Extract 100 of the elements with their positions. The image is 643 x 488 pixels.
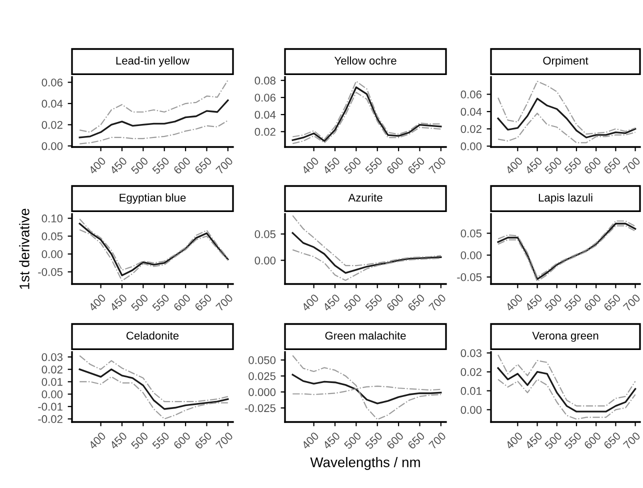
x-tick-label: 400 <box>504 294 524 312</box>
x-tick-label: 600 <box>584 294 602 312</box>
y-tick-label: 0.03 <box>42 353 62 362</box>
y-tick-label: 0.04 <box>42 100 63 108</box>
y-tick-label: -0.02 <box>38 415 62 424</box>
x-tick-label: 600 <box>386 156 404 175</box>
x-tick-label: 550 <box>364 156 383 175</box>
y-tick-label: 0.02 <box>460 125 482 133</box>
chart-title: Lapis lazuli <box>538 193 592 204</box>
y-tick-label: 0.08 <box>254 76 276 85</box>
x-tick-label: 600 <box>173 432 192 450</box>
x-tick-label: 500 <box>544 156 562 175</box>
x-tick-label: 600 <box>584 156 602 175</box>
x-tick-label: 700 <box>215 294 234 312</box>
x-tick-label: 400 <box>301 294 320 312</box>
x-tick-label: 450 <box>524 156 543 175</box>
x-tick-label: 500 <box>344 294 362 312</box>
y-tick-label: 0.01 <box>460 387 482 395</box>
chart-title: Egyptian blue <box>120 193 186 204</box>
y-tick-label: 0.02 <box>254 128 276 136</box>
y-tick-label: 0.04 <box>460 108 482 116</box>
y-tick-label: 0.01 <box>42 378 62 386</box>
x-tick-label: 650 <box>194 156 212 175</box>
x-tick-label: 500 <box>344 432 362 450</box>
y-tick-label: 0.05 <box>42 232 63 240</box>
x-tick-label: 650 <box>603 432 622 450</box>
chart-title: Green malachite <box>325 331 406 340</box>
x-tick-label: 700 <box>428 294 446 312</box>
y-tick-label: 0.10 <box>42 214 63 222</box>
y-axis-title: 1st derivative <box>19 208 30 289</box>
x-tick-label: 700 <box>215 432 234 450</box>
x-tick-label: 400 <box>301 156 320 175</box>
y-tick-label: 0.025 <box>248 372 276 380</box>
x-tick-label: 650 <box>407 156 426 175</box>
x-tick-label: 550 <box>364 294 383 312</box>
x-tick-label: 650 <box>194 294 212 312</box>
x-tick-label: 550 <box>152 432 170 450</box>
y-tick-label: -0.05 <box>38 268 63 276</box>
y-tick-label: 0.00 <box>460 251 482 260</box>
x-tick-label: 650 <box>407 294 426 312</box>
y-tick-label: -0.025 <box>244 404 276 412</box>
x-tick-label: 600 <box>173 156 192 175</box>
y-tick-label: 0.00 <box>42 250 63 258</box>
y-tick-label: 0.000 <box>248 388 276 396</box>
x-tick-label: 700 <box>622 432 641 450</box>
x-tick-label: 550 <box>364 432 383 450</box>
x-tick-label: 650 <box>407 432 426 450</box>
x-tick-label: 650 <box>603 156 622 175</box>
chart-title: Yellow ochre <box>334 56 396 65</box>
x-tick-label: 400 <box>88 294 106 312</box>
x-tick-label: 450 <box>322 156 340 175</box>
x-tick-label: 400 <box>504 432 524 450</box>
x-tick-label: 600 <box>386 294 404 312</box>
y-tick-label: 0.05 <box>254 230 276 238</box>
y-tick-label: 0.00 <box>460 406 482 414</box>
x-tick-label: 550 <box>152 294 170 312</box>
x-tick-label: 500 <box>130 294 149 312</box>
x-tick-label: 550 <box>564 294 582 312</box>
x-tick-label: 400 <box>88 432 106 450</box>
chart-title: Verona green <box>532 332 598 342</box>
y-tick-label: 0.02 <box>42 366 62 374</box>
x-tick-label: 550 <box>564 432 582 450</box>
chart-title: Orpiment <box>543 56 588 67</box>
x-tick-label: 450 <box>109 294 128 312</box>
x-tick-label: 600 <box>386 432 404 450</box>
y-tick-label: 0.06 <box>42 78 62 86</box>
x-tick-label: 400 <box>88 156 106 175</box>
y-tick-label: 0.06 <box>254 94 276 102</box>
x-tick-label: 500 <box>130 156 149 175</box>
x-tick-label: 550 <box>564 156 582 175</box>
y-tick-label: 0.04 <box>254 110 276 119</box>
x-tick-label: 700 <box>215 156 234 175</box>
chart-title: Azurite <box>348 193 382 202</box>
y-tick-label: 0.02 <box>460 368 482 376</box>
y-tick-label: -0.01 <box>38 402 62 411</box>
x-tick-label: 700 <box>622 156 641 175</box>
x-tick-label: 700 <box>428 156 446 175</box>
y-tick-label: -0.05 <box>457 273 482 282</box>
x-tick-label: 600 <box>173 294 192 312</box>
y-tick-label: 0.00 <box>42 390 63 398</box>
x-tick-label: 450 <box>109 156 128 175</box>
y-tick-label: 0.05 <box>460 230 482 238</box>
x-tick-label: 650 <box>603 294 622 312</box>
x-tick-label: 700 <box>622 294 641 312</box>
y-tick-label: 0.00 <box>42 142 63 150</box>
x-tick-label: 450 <box>109 432 128 450</box>
x-tick-label: 450 <box>524 432 543 450</box>
x-axis-title: Wavelengths / nm <box>310 457 420 470</box>
x-tick-label: 550 <box>152 156 170 175</box>
chart-title: Lead-tin yellow <box>116 56 190 67</box>
y-tick-label: 0.02 <box>42 120 62 129</box>
x-tick-label: 650 <box>194 432 212 450</box>
x-tick-label: 450 <box>322 432 340 450</box>
x-tick-label: 400 <box>301 432 320 450</box>
x-tick-label: 450 <box>524 294 543 312</box>
x-tick-label: 700 <box>428 432 446 450</box>
y-tick-label: 0.00 <box>254 256 276 264</box>
y-tick-label: 0.06 <box>460 90 482 98</box>
x-tick-label: 600 <box>584 432 602 450</box>
x-tick-label: 500 <box>130 432 149 450</box>
